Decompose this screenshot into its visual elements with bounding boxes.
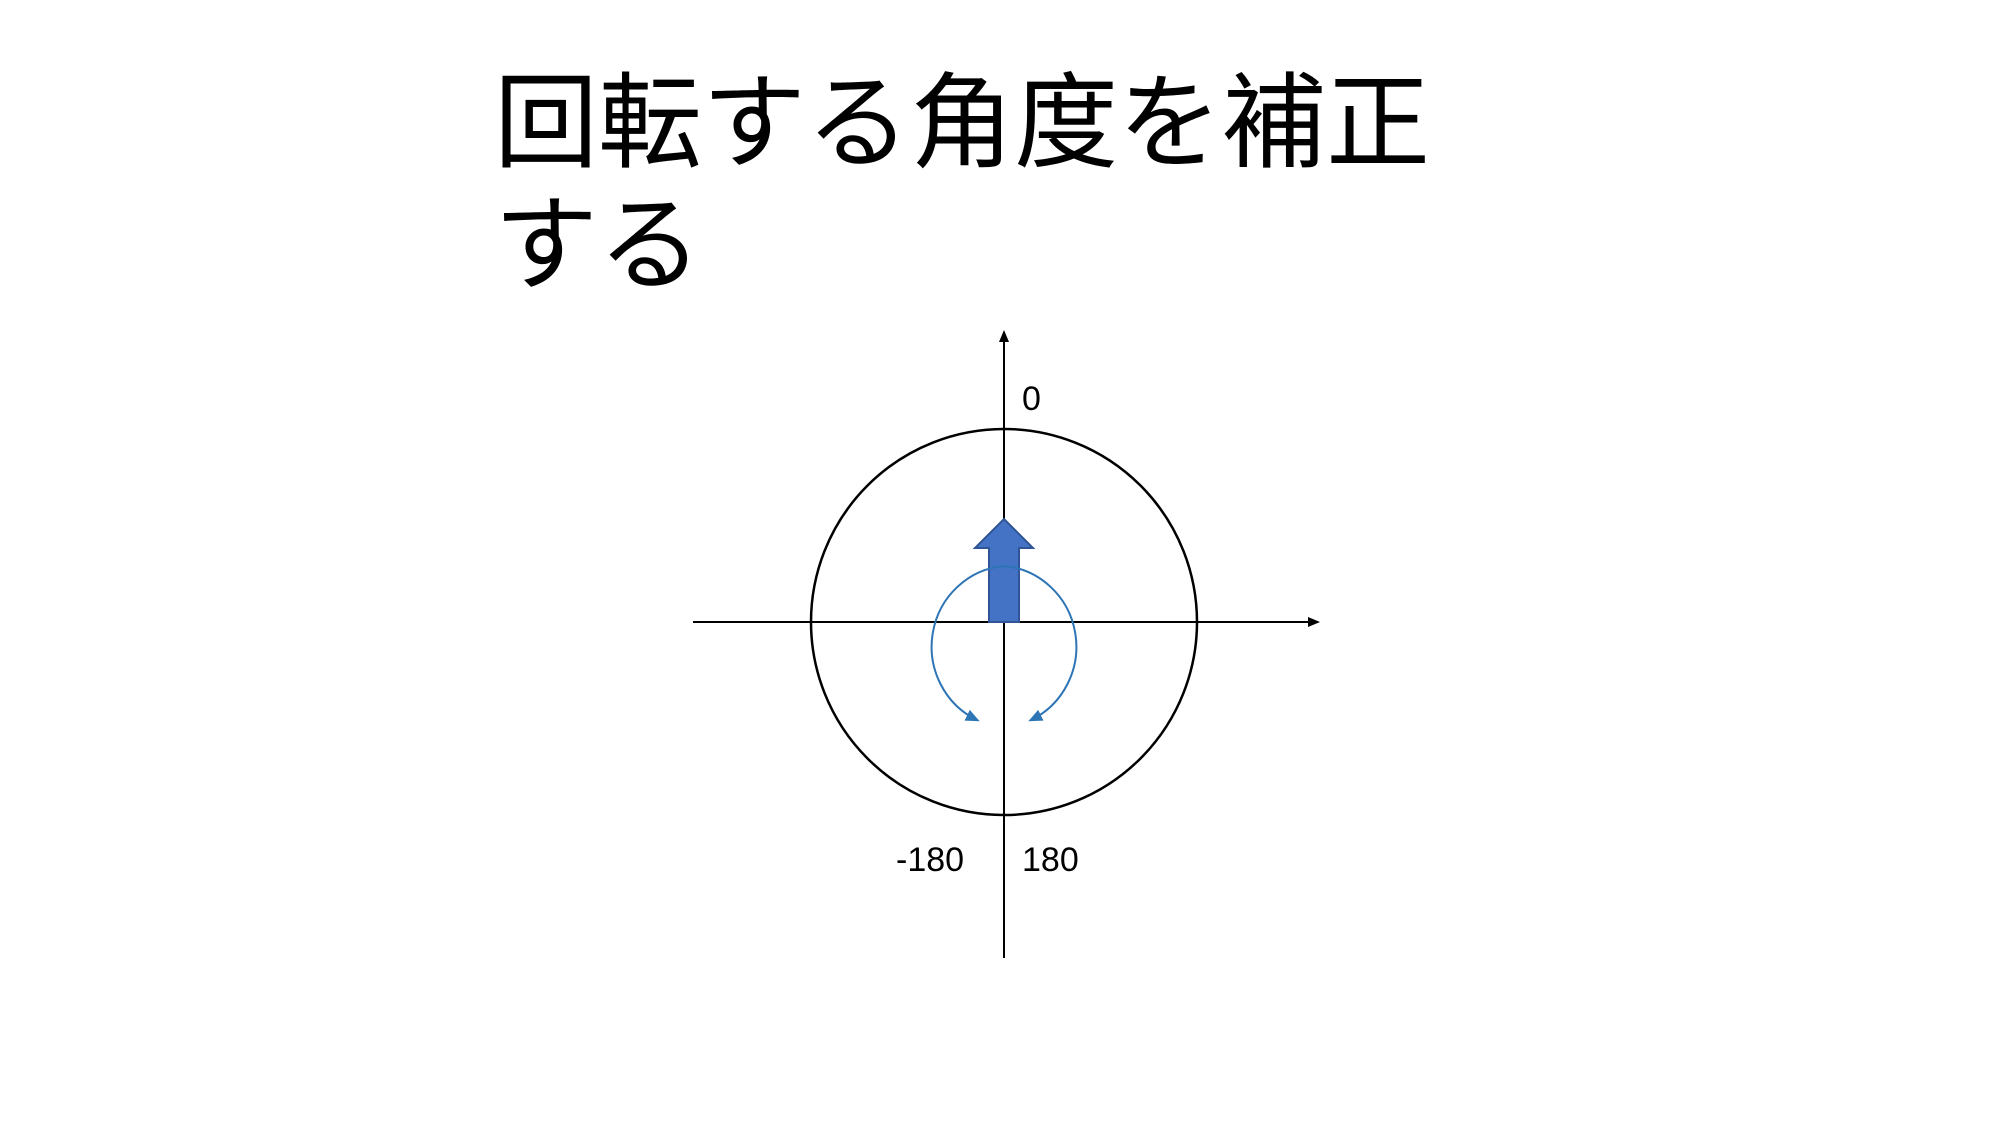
clockwise-rotation-arrow-icon [1003, 565, 1078, 722]
heading-arrow-icon [972, 517, 1036, 623]
counterclockwise-rotation-arrow-icon [930, 565, 1005, 722]
label-minus-180: -180 [896, 841, 964, 879]
label-plus-180: 180 [1022, 841, 1079, 879]
label-zero: 0 [1022, 380, 1041, 418]
slide-title: 回転する角度を補正する [494, 62, 1431, 306]
